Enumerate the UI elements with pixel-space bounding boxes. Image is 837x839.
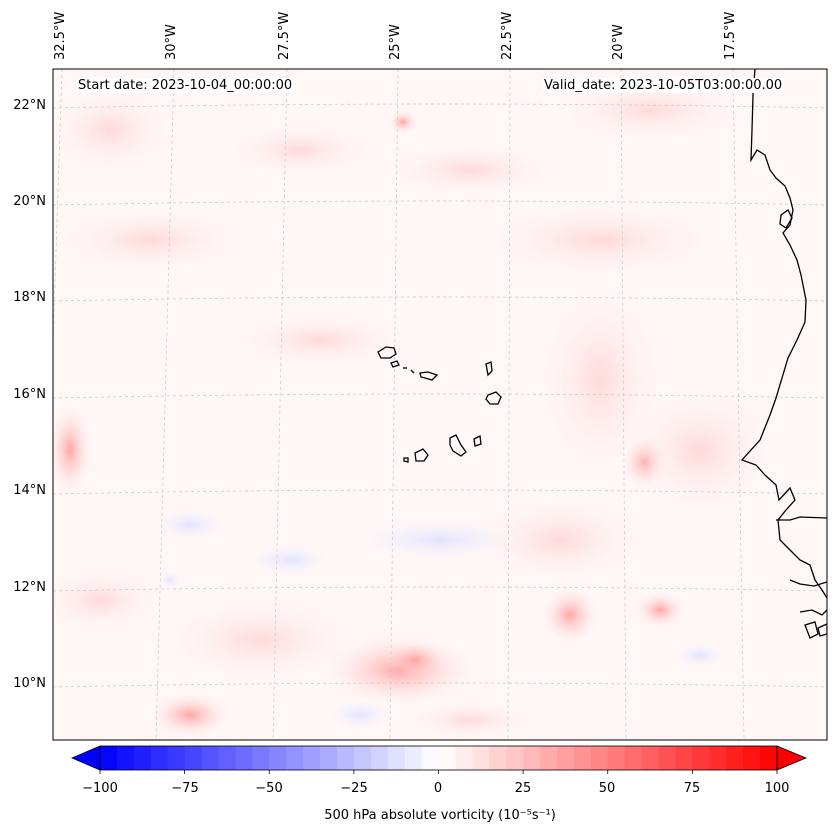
island-boa-vista (485, 391, 502, 405)
colorbar-step (489, 746, 507, 770)
island-brava (403, 457, 409, 463)
colorbar-step (455, 746, 473, 770)
colorbar-step (421, 746, 440, 770)
colorbar-step (116, 746, 135, 770)
colorbar-step (100, 746, 118, 770)
colorbar-step (472, 746, 490, 770)
cape-verde-islands (377, 346, 502, 463)
colorbar-step (624, 746, 643, 770)
colorbar-step (438, 746, 457, 770)
colorbar-tick-label: 0 (433, 781, 443, 796)
colorbar-step (506, 746, 524, 770)
colorbar-step (218, 746, 236, 770)
island-sao-vicente (390, 360, 400, 368)
colorbar-units: (10⁻⁵s⁻¹) (498, 808, 556, 823)
colorbar-extend-max-arrow (776, 745, 808, 771)
island-santo-antao (377, 346, 397, 359)
colorbar-step (743, 746, 761, 770)
island-sal (485, 361, 493, 377)
colorbar-tick-label: −75 (171, 781, 199, 796)
colorbar-step (133, 746, 152, 770)
lat-label-16n: 16°N (13, 387, 46, 402)
colorbar-step (523, 746, 541, 770)
lat-label-22n: 22°N (13, 98, 46, 113)
colorbar-step (201, 746, 220, 770)
colorbar-step (573, 746, 592, 770)
colorbar-tick-label: 75 (683, 781, 701, 796)
colorbar-step (556, 746, 575, 770)
colorbar-step (675, 746, 693, 770)
graticule (53, 69, 827, 740)
colorbar-tick-label: −100 (82, 781, 118, 796)
valid-date-label: Valid_date: 2023-10-05T03:00:00.00 (542, 78, 785, 93)
colorbar-step (607, 746, 626, 770)
colorbar-step (709, 746, 727, 770)
colorbar-extend-min-arrow (70, 745, 101, 771)
island-maio (473, 435, 482, 447)
colorbar-step (235, 746, 253, 770)
colorbar-tick-label: −25 (340, 781, 368, 796)
colorbar-label: 500 hPa absolute vorticity (10⁻⁵s⁻¹) (324, 808, 556, 823)
colorbar-step (320, 746, 338, 770)
colorbar (70, 745, 808, 774)
lat-label-18n: 18°N (13, 290, 46, 305)
colorbar-step (252, 746, 270, 770)
colorbar-step (286, 746, 304, 770)
colorbar-step (303, 746, 321, 770)
start-date-label: Start date: 2023-10-04_00:00:00 (76, 78, 295, 93)
colorbar-step (387, 746, 406, 770)
colorbar-step (726, 746, 744, 770)
colorbar-step (590, 746, 609, 770)
colorbar-step (269, 746, 287, 770)
colorbar-step (641, 746, 660, 770)
colorbar-variable: 500 hPa absolute vorticity (324, 808, 495, 823)
colorbar-step (760, 746, 778, 770)
colorbar-step (692, 746, 710, 770)
colorbar-tick-label: 100 (764, 781, 790, 796)
lat-label-12n: 12°N (13, 580, 46, 595)
island-fogo (414, 448, 429, 462)
lat-label-10n: 10°N (13, 676, 46, 691)
colorbar-step (540, 746, 558, 770)
colorbar-step (167, 746, 186, 770)
colorbar-step (370, 746, 389, 770)
colorbar-step (353, 746, 372, 770)
colorbar-step (150, 746, 169, 770)
african-coastline (740, 69, 827, 639)
vorticity-field (53, 80, 770, 738)
colorbar-tick-label: −50 (255, 781, 283, 796)
map-frame (52, 68, 828, 741)
island-santiago (449, 434, 467, 457)
colorbar-step (336, 746, 355, 770)
lat-label-20n: 20°N (13, 194, 46, 209)
colorbar-step (184, 746, 203, 770)
colorbar-step (658, 746, 677, 770)
colorbar-step (404, 746, 423, 770)
colorbar-tick-label: 50 (598, 781, 616, 796)
colorbar-tick-label: 25 (514, 781, 532, 796)
island-sao-nicolau (410, 369, 439, 381)
lat-label-14n: 14°N (13, 483, 46, 498)
